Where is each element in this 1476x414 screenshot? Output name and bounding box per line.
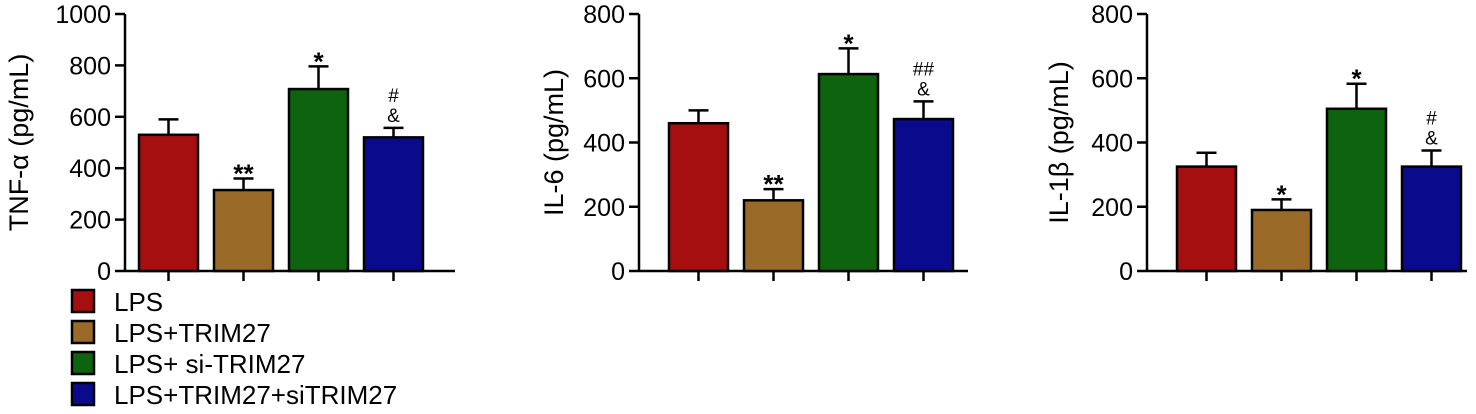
y-tick-label: 800 [69, 52, 111, 80]
y-tick-label: 800 [583, 1, 625, 29]
significance-mark: ** [233, 158, 254, 188]
bar [742, 199, 805, 273]
significance-mark: * [843, 28, 854, 58]
legend-label: LPS+ si-TRIM27 [114, 349, 305, 379]
significance-mark: # [1426, 109, 1437, 130]
bar [1325, 107, 1388, 273]
y-tick-label: 1000 [55, 1, 111, 29]
significance-mark: * [1276, 179, 1287, 209]
y-axis-title: TNF-α (pg/mL) [4, 54, 34, 232]
y-tick-label: 200 [1091, 194, 1133, 222]
bar [287, 87, 350, 273]
y-tick-label: 400 [583, 130, 625, 158]
bar [362, 136, 425, 273]
bar [667, 121, 730, 273]
bar [1250, 208, 1313, 273]
legend-label: LPS [114, 287, 163, 317]
y-axis-title: IL-6 (pg/mL) [539, 69, 569, 216]
y-tick-label: 0 [97, 258, 111, 286]
y-tick-label: 0 [611, 258, 625, 286]
y-tick-label: 600 [1091, 65, 1133, 93]
bar [137, 133, 200, 273]
bar [1400, 165, 1463, 273]
bar [892, 117, 955, 273]
significance-mark: & [917, 79, 930, 100]
significance-mark: * [313, 46, 324, 76]
y-tick-label: 200 [69, 207, 111, 235]
y-tick-label: 400 [1091, 130, 1133, 158]
legend-swatch [70, 350, 96, 376]
y-tick-label: 200 [583, 194, 625, 222]
significance-mark: ** [763, 169, 784, 199]
legend-label: LPS+TRIM27+siTRIM27 [114, 380, 397, 410]
chart-panel-3: 0 200 400 600 800 IL-1β (pg/mL) * * &# [1044, 1, 1467, 286]
significance-mark: & [387, 106, 400, 127]
significance-mark: & [1425, 129, 1438, 150]
legend-swatch [70, 381, 96, 407]
significance-mark: * [1351, 64, 1362, 94]
y-tick-label: 600 [583, 65, 625, 93]
legend-label: LPS+TRIM27 [114, 318, 271, 348]
significance-mark: # [388, 86, 399, 107]
y-axis-title: IL-1β (pg/mL) [1044, 61, 1074, 224]
legend-swatch [70, 288, 96, 314]
y-tick-label: 400 [69, 155, 111, 183]
bar [1175, 165, 1238, 273]
y-tick-label: 600 [69, 104, 111, 132]
bar [212, 188, 275, 273]
significance-mark: ## [913, 59, 935, 80]
y-tick-label: 800 [1091, 1, 1133, 29]
legend-swatch [70, 319, 96, 345]
bar [817, 72, 880, 273]
y-tick-label: 0 [1119, 258, 1133, 286]
